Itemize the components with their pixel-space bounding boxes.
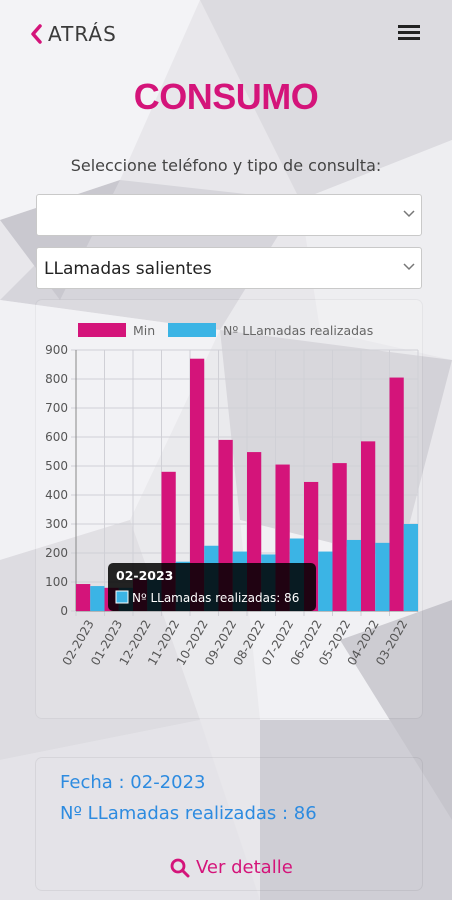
- page-title: CONSUMO: [133, 76, 319, 117]
- summary-calls: Nº LLamadas realizadas : 86: [60, 803, 317, 824]
- page-subtitle: Seleccione teléfono y tipo de consulta:: [70, 156, 382, 175]
- view-detail-label: Ver detalle: [196, 857, 293, 878]
- query-type-select[interactable]: LLamadas salientes: [36, 247, 422, 289]
- bar-min[interactable]: [76, 584, 91, 611]
- bar-min[interactable]: [304, 481, 319, 611]
- bar-min[interactable]: [218, 439, 233, 611]
- bar-calls[interactable]: [289, 538, 304, 612]
- bar-calls[interactable]: [346, 539, 361, 611]
- top-bar: ATRÁS: [0, 0, 452, 66]
- summary-date: Fecha : 02-2023: [60, 772, 206, 793]
- bar-min[interactable]: [361, 441, 376, 611]
- bar-calls[interactable]: [118, 587, 133, 611]
- back-button[interactable]: ATRÁS: [30, 20, 117, 48]
- bar-calls[interactable]: [175, 561, 190, 611]
- bar-min[interactable]: [133, 579, 148, 611]
- view-detail-button[interactable]: Ver detalle: [170, 857, 293, 878]
- back-label: ATRÁS: [48, 22, 117, 46]
- bar-min[interactable]: [190, 358, 205, 611]
- query-type-value: LLamadas salientes: [44, 259, 212, 279]
- chevron-down-icon: [403, 210, 415, 218]
- search-icon: [170, 858, 190, 877]
- bar-calls[interactable]: [90, 586, 105, 611]
- bar-min[interactable]: [161, 471, 176, 611]
- bar-calls[interactable]: [204, 545, 219, 611]
- bar-calls[interactable]: [147, 579, 162, 611]
- chevron-left-icon: [31, 24, 42, 44]
- bar-calls[interactable]: [318, 551, 333, 611]
- bar-calls[interactable]: [375, 542, 390, 611]
- bar-min[interactable]: [332, 463, 347, 611]
- hamburger-menu-icon[interactable]: [396, 22, 422, 44]
- bar-min[interactable]: [104, 587, 119, 611]
- bar-calls[interactable]: [261, 554, 276, 611]
- bar-min[interactable]: [389, 377, 404, 611]
- bar-min[interactable]: [275, 464, 290, 611]
- bar-min[interactable]: [247, 452, 262, 611]
- phone-select[interactable]: [36, 194, 422, 236]
- chevron-down-icon: [403, 263, 415, 271]
- bar-calls[interactable]: [232, 551, 247, 611]
- bar-calls[interactable]: [403, 524, 418, 611]
